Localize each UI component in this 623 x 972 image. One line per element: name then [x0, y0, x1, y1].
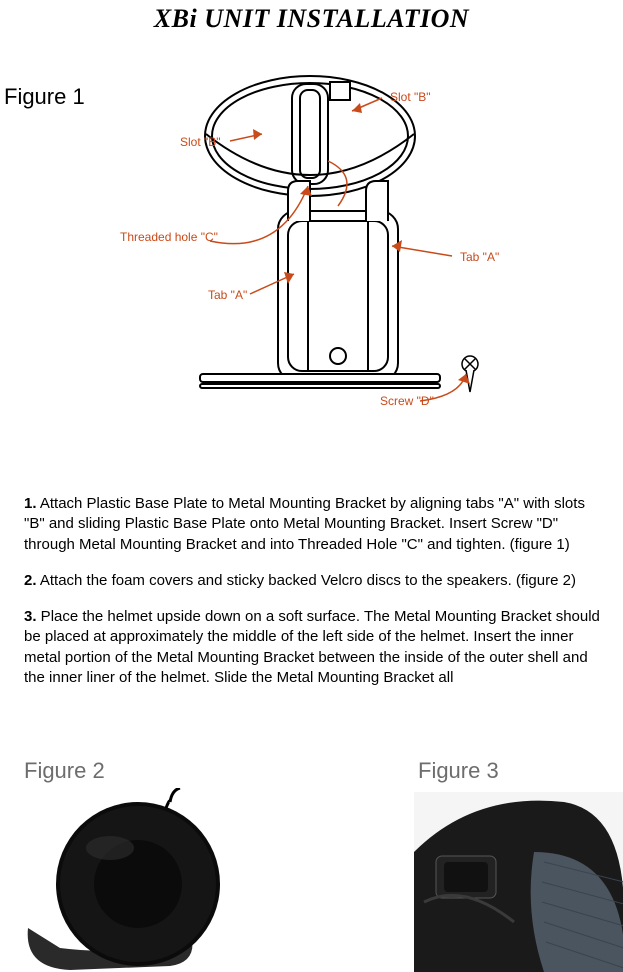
step-1: 1. Attach Plastic Base Plate to Metal Mo…	[24, 494, 608, 555]
callout-slot-b-right: Slot "B"	[390, 90, 431, 104]
callout-slot-b-left: Slot "B"	[180, 135, 221, 149]
page-title: XBi UNIT INSTALLATION	[0, 4, 623, 34]
callout-tab-a-left: Tab "A"	[208, 288, 247, 302]
figure-2-photo	[20, 788, 250, 972]
step-2: 2. Attach the foam covers and sticky bac…	[24, 571, 608, 591]
instructions-body: 1. Attach Plastic Base Plate to Metal Mo…	[24, 494, 608, 704]
figure-2-label: Figure 2	[24, 758, 105, 784]
callout-screw-d: Screw "D"	[380, 394, 434, 408]
figure-1-diagram	[160, 56, 580, 456]
step-3: 3. Place the helmet upside down on a sof…	[24, 607, 608, 688]
callout-threaded-c: Threaded hole "C"	[120, 230, 218, 244]
callout-tab-a-right: Tab "A"	[460, 250, 499, 264]
figure-1-label: Figure 1	[4, 84, 85, 110]
figure-3-photo	[414, 792, 623, 972]
figure-3-label: Figure 3	[418, 758, 499, 784]
